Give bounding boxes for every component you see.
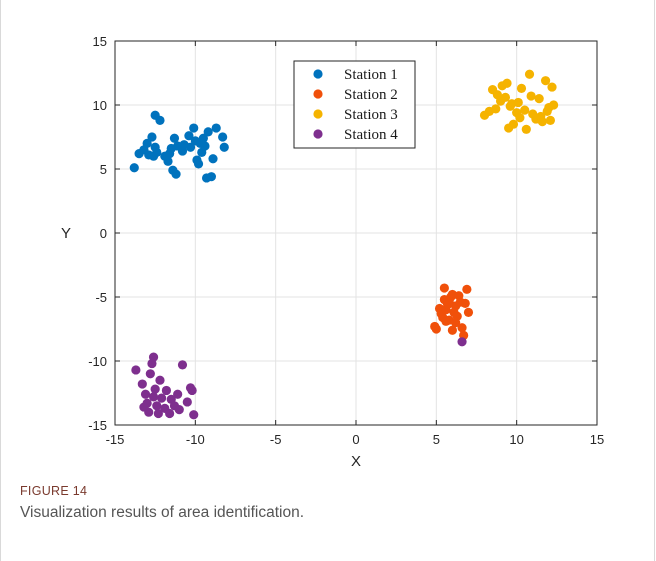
x-tick-label: 5 [433,432,440,447]
points-layer [129,69,559,420]
legend-marker-station-3 [313,109,323,119]
station-1-point [163,156,173,166]
legend-label-station-4: Station 4 [344,127,398,143]
station-3-point [516,83,527,93]
station-1-point [185,142,196,152]
station-1-point [155,115,165,125]
station-4-point [150,384,160,394]
y-axis-label: Y [61,225,71,242]
station-3-point [537,117,547,127]
station-3-point [500,92,511,102]
station-1-point [206,172,216,182]
station-4-point [152,401,162,411]
figure-label: FIGURE 14 [20,484,88,498]
y-tick-label: 15 [93,34,107,49]
station-4-point [155,375,165,385]
station-1-point [189,123,199,133]
station-3-point [521,124,531,134]
station-4-point [148,392,159,402]
station-2-point [457,323,467,333]
station-1-point [193,159,204,169]
y-tick-label: 0 [100,226,107,241]
legend: Station 1 Station 2 Station 3 Station 4 [293,60,416,149]
station-4-point [185,383,196,393]
station-1-point [171,169,181,179]
x-tick-label: -15 [106,432,125,447]
station-4-point [173,389,183,399]
station-3-point [526,91,536,101]
station-3-point [534,94,544,104]
station-4-point [139,402,149,412]
legend-marker-station-2 [313,89,323,99]
scatter-chart: -15 -10 -5 0 5 10 15 15 10 5 0 -5 -10 -15 X Y Station… [61,34,604,470]
station-1-point [219,142,229,152]
y-tick-label: -10 [88,354,107,369]
x-tick-label: 10 [509,432,523,447]
station-1-point [195,138,205,148]
station-3-point [547,82,557,92]
station-1-point [152,147,162,157]
legend-label-station-1: Station 1 [344,67,398,83]
station-3-point [508,119,519,129]
station-4-point [457,337,467,347]
legend-marker-station-4 [313,129,323,139]
station-2-point [463,307,474,317]
station-3-point [524,69,535,79]
station-1-point [169,133,180,143]
station-2-point [439,283,449,293]
station-2-point [451,318,461,328]
station-4-point [131,365,141,375]
station-4-point [153,408,163,419]
station-3-point [491,104,501,114]
station-3-point [513,97,523,108]
station-2-point [462,284,472,294]
x-tick-label: 0 [352,432,359,447]
station-1-point [218,132,228,142]
station-3-point [540,76,551,86]
station-1-point [129,163,139,173]
station-2-point [460,298,470,308]
station-1-point [147,132,157,142]
station-3-point [515,113,525,123]
station-4-point [145,369,155,379]
y-tick-label: -5 [95,290,107,305]
station-4-point [189,410,199,420]
station-3-point [545,115,556,125]
station-3-point [520,105,530,115]
y-tick-label: 5 [100,162,107,177]
legend-marker-station-1 [313,69,323,79]
station-1-point [142,138,152,148]
x-tick-label: -10 [186,432,205,447]
station-3-point [549,100,559,110]
x-tick-label: -5 [270,432,282,447]
y-tick-label: 10 [93,98,107,113]
x-tick-label: 15 [590,432,604,447]
station-3-point [502,78,512,88]
station-1-point [211,123,221,133]
station-4-point [182,397,192,407]
station-4-point [161,385,172,396]
station-2-point [431,324,441,334]
station-1-point [203,127,213,137]
station-4-point [137,379,147,389]
legend-label-station-2: Station 2 [344,87,398,103]
station-4-point [165,408,175,419]
station-1-point [208,154,218,164]
station-1-point [184,131,194,141]
ticks-layer: -15 -10 -5 0 5 10 15 15 10 5 0 -5 -10 -15 [88,34,604,447]
x-axis-label: X [351,453,361,470]
station-2-point [447,325,457,335]
legend-label-station-3: Station 3 [344,107,398,123]
station-4-point [148,352,159,362]
station-4-point [156,393,167,403]
figure-caption: Visualization results of area identifica… [20,504,305,521]
station-4-point [140,389,151,399]
station-2-point [441,316,451,326]
station-4-point [177,360,188,370]
station-4-point [174,405,184,415]
y-tick-label: -15 [88,418,107,433]
station-2-point [444,296,454,306]
